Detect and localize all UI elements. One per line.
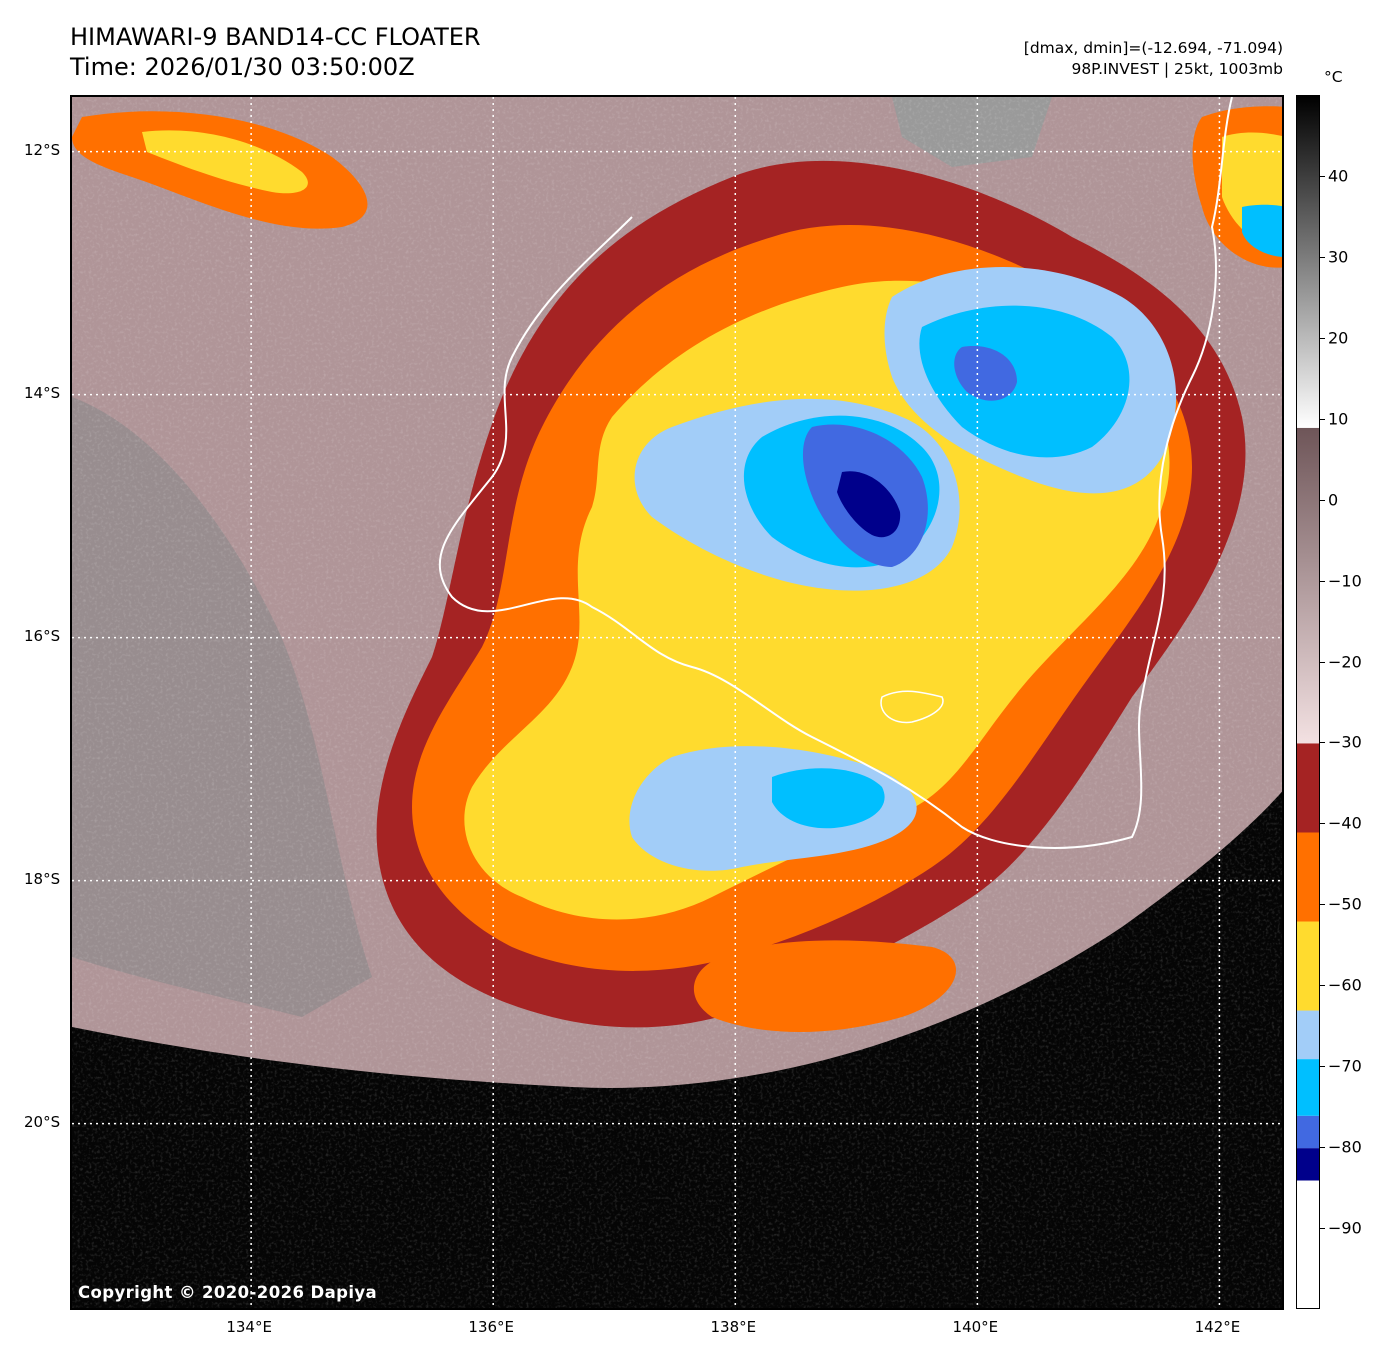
colorbar-tick-label: 20 (1328, 328, 1349, 348)
colorbar-tick-mark (1320, 499, 1325, 501)
island-coastline (880, 690, 944, 724)
colorbar (1296, 95, 1320, 1309)
title-line-product: HIMAWARI-9 BAND14-CC FLOATER (70, 23, 481, 51)
colorbar-tick-mark (1320, 580, 1325, 582)
longitude-label: 138°E (710, 1318, 757, 1336)
colorbar-tick-label: 0 (1328, 490, 1339, 510)
chart-title: HIMAWARI-9 BAND14-CC FLOATER Time: 2026/… (70, 22, 481, 82)
latitude-label: 16°S (24, 626, 61, 645)
copyright-text: Copyright © 2020-2026 Dapiya (78, 1283, 378, 1302)
colorbar-unit: °C (1324, 68, 1343, 86)
colorbar-tick-label: −10 (1328, 571, 1362, 591)
latitude-label: 18°S (24, 869, 61, 888)
longitude-label: 134°E (226, 1318, 272, 1336)
colorbar-tick-mark (1320, 985, 1325, 987)
colorbar-tick-label: −60 (1328, 975, 1362, 995)
colorbar-tick-mark (1320, 1147, 1325, 1149)
satellite-map: Copyright © 2020-2026 Dapiya (70, 95, 1284, 1310)
longitude-label: 136°E (468, 1318, 515, 1336)
colorbar-tick-label: −80 (1328, 1137, 1362, 1157)
colorbar-tick-mark (1320, 175, 1325, 177)
colorbar-tick-label: −30 (1328, 732, 1362, 752)
colorbar-tick-label: 10 (1328, 409, 1349, 429)
data-range-text: [dmax, dmin]=(-12.694, -71.094) (1023, 39, 1283, 57)
storm-intensity-text: 98P.INVEST | 25kt, 1003mb (1071, 60, 1283, 78)
colorbar-tick-label: 40 (1328, 166, 1349, 186)
colorbar-tick-label: −50 (1328, 894, 1362, 914)
cloud-core-minus76-south (772, 768, 885, 829)
colorbar-tick-mark (1320, 661, 1325, 663)
longitude-label: 140°E (952, 1318, 999, 1336)
latitude-label: 20°S (24, 1112, 61, 1131)
colorbar-tick-mark (1320, 256, 1325, 258)
colorbar-segment (1297, 1059, 1319, 1116)
storm-info: [dmax, dmin]=(-12.694, -71.094) 98P.INVE… (1024, 38, 1283, 80)
colorbar-tick-mark (1320, 823, 1325, 825)
cloud-tail-south (693, 940, 956, 1032)
latitude-label: 14°S (24, 383, 61, 402)
convective-cloud-cluster (72, 106, 1282, 1032)
colorbar-tick-mark (1320, 1228, 1325, 1230)
colorbar-tick-mark (1320, 904, 1325, 906)
colorbar-tick-label: −40 (1328, 813, 1362, 833)
colorbar-tick-label: −90 (1328, 1218, 1362, 1238)
coastline (438, 97, 1233, 849)
longitude-label: 142°E (1194, 1318, 1241, 1336)
colorbar-segment (1297, 1010, 1319, 1060)
cloud-core-minus84 (837, 471, 901, 538)
colorbar-tick-mark (1320, 337, 1325, 339)
colorbar-gradient-low (1297, 427, 1319, 744)
satellite-image (72, 97, 1282, 1308)
colorbar-tick-mark (1320, 742, 1325, 744)
colorbar-tick-mark (1320, 1066, 1325, 1068)
colorbar-segment (1297, 1148, 1319, 1181)
colorbar-segment (1297, 743, 1319, 833)
latitude-label: 12°S (24, 140, 61, 159)
colorbar-scale (1297, 96, 1319, 1308)
colorbar-segment (1297, 1180, 1319, 1308)
cloud-streak-northwest-core (142, 130, 308, 194)
colorbar-segment (1297, 832, 1319, 922)
title-line-time: Time: 2026/01/30 03:50:00Z (70, 53, 415, 81)
colorbar-tick-label: 30 (1328, 247, 1349, 267)
colorbar-segment (1297, 1115, 1319, 1149)
cloud-streak-northeast-cold (1242, 204, 1282, 257)
colorbar-segment (1297, 921, 1319, 1011)
colorbar-tick-mark (1320, 418, 1325, 420)
gridlines (72, 97, 1282, 1308)
cloud-core-minus76-north (919, 305, 1130, 458)
colorbar-tick-label: −70 (1328, 1056, 1362, 1076)
colorbar-tick-label: −20 (1328, 652, 1362, 672)
colorbar-gradient-high (1297, 96, 1319, 428)
cloud-core-minus80-north (954, 346, 1017, 401)
